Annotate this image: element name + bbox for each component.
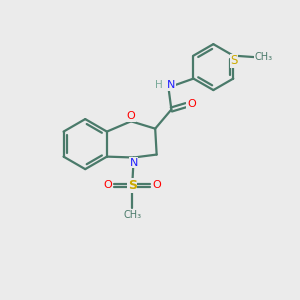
- Text: O: O: [153, 181, 161, 190]
- Text: H: H: [155, 80, 163, 90]
- Text: O: O: [187, 99, 196, 109]
- Text: S: S: [230, 54, 238, 68]
- Text: N: N: [167, 80, 175, 90]
- Text: N: N: [130, 158, 138, 168]
- Text: O: O: [103, 181, 112, 190]
- Text: CH₃: CH₃: [123, 210, 141, 220]
- Text: O: O: [127, 111, 135, 121]
- Text: S: S: [128, 179, 137, 192]
- Text: CH₃: CH₃: [255, 52, 273, 62]
